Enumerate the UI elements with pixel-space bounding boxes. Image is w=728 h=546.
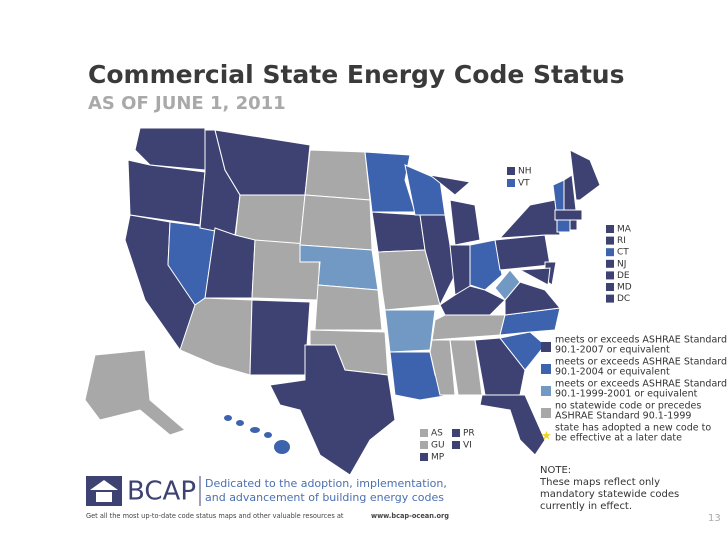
state-label: MP	[431, 453, 445, 463]
legend-text: 90.1-2004 or equivalent	[555, 367, 670, 378]
note-line: mandatory statewide codes	[540, 489, 679, 500]
swatch	[606, 236, 614, 245]
state-label: DC	[617, 294, 630, 304]
state-label: MD	[617, 283, 632, 293]
hawaii	[224, 415, 290, 454]
swatch	[606, 271, 614, 280]
swatch	[606, 259, 614, 268]
state-label: DE	[617, 271, 630, 281]
legend-swatch	[541, 364, 551, 374]
page-number: 13	[708, 513, 721, 524]
legend-text: 90.1-1999-2001 or equivalent	[555, 389, 698, 400]
us-map	[84, 127, 601, 476]
note-heading: NOTE:	[540, 465, 571, 476]
swatch	[420, 453, 428, 461]
legend: meets or exceeds ASHRAE Standard90.1-200…	[541, 335, 727, 444]
swatch	[452, 429, 460, 437]
footer-url: www.bcap-ocean.org	[371, 512, 449, 520]
state-label: MA	[617, 225, 632, 235]
tagline: and advancement of building energy codes	[205, 491, 444, 504]
state-label: VI	[463, 441, 472, 451]
note-line: These maps reflect only	[539, 477, 660, 488]
legend-text: meets or exceeds ASHRAE Standard	[555, 335, 727, 346]
small-state-labels: NH VT	[507, 167, 532, 189]
swatch	[606, 248, 614, 257]
subtitle: AS OF JUNE 1, 2011	[88, 93, 286, 114]
state-label: RI	[617, 236, 626, 246]
swatch	[420, 441, 428, 449]
state-label: VT	[518, 179, 530, 189]
legend-swatch	[541, 408, 551, 418]
swatch	[452, 441, 460, 449]
swatch	[420, 429, 428, 437]
logo-text: BCAP	[127, 477, 196, 507]
state-label: PR	[463, 429, 475, 439]
legend-text: meets or exceeds ASHRAE Standard	[555, 379, 727, 390]
legend-star: ★	[541, 429, 552, 443]
tagline: Dedicated to the adoption, implementatio…	[205, 477, 447, 490]
state-label: CT	[617, 248, 629, 258]
legend-swatch	[541, 386, 551, 396]
state-label: AS	[431, 429, 443, 439]
swatch	[606, 225, 614, 233]
title: Commercial State Energy Code Status	[88, 60, 624, 89]
note-line: currently in effect.	[540, 501, 632, 512]
legend-text: 90.1-2007 or equivalent	[555, 345, 670, 356]
legend-text: state has adopted a new code to	[555, 423, 711, 434]
swatch	[606, 294, 614, 303]
legend-text: meets or exceeds ASHRAE Standard	[555, 357, 727, 368]
swatch	[606, 283, 614, 291]
legend-text: no statewide code or precedes	[555, 401, 701, 412]
legend-swatch	[541, 342, 551, 352]
state-label: NH	[518, 167, 532, 177]
legend-text: be effective at a later date	[555, 433, 682, 444]
state-label: NJ	[617, 259, 626, 269]
state-label: GU	[431, 441, 445, 451]
footer-text: Get all the most up-to-date code status …	[86, 512, 344, 520]
territory-labels: AS GU MP PR VI	[420, 429, 475, 463]
bcap-logo: BCAP Dedicated to the adoption, implemen…	[86, 476, 447, 507]
legend-text: ASHRAE Standard 90.1-1999	[555, 411, 691, 422]
swatch	[507, 179, 515, 187]
swatch	[507, 167, 515, 175]
